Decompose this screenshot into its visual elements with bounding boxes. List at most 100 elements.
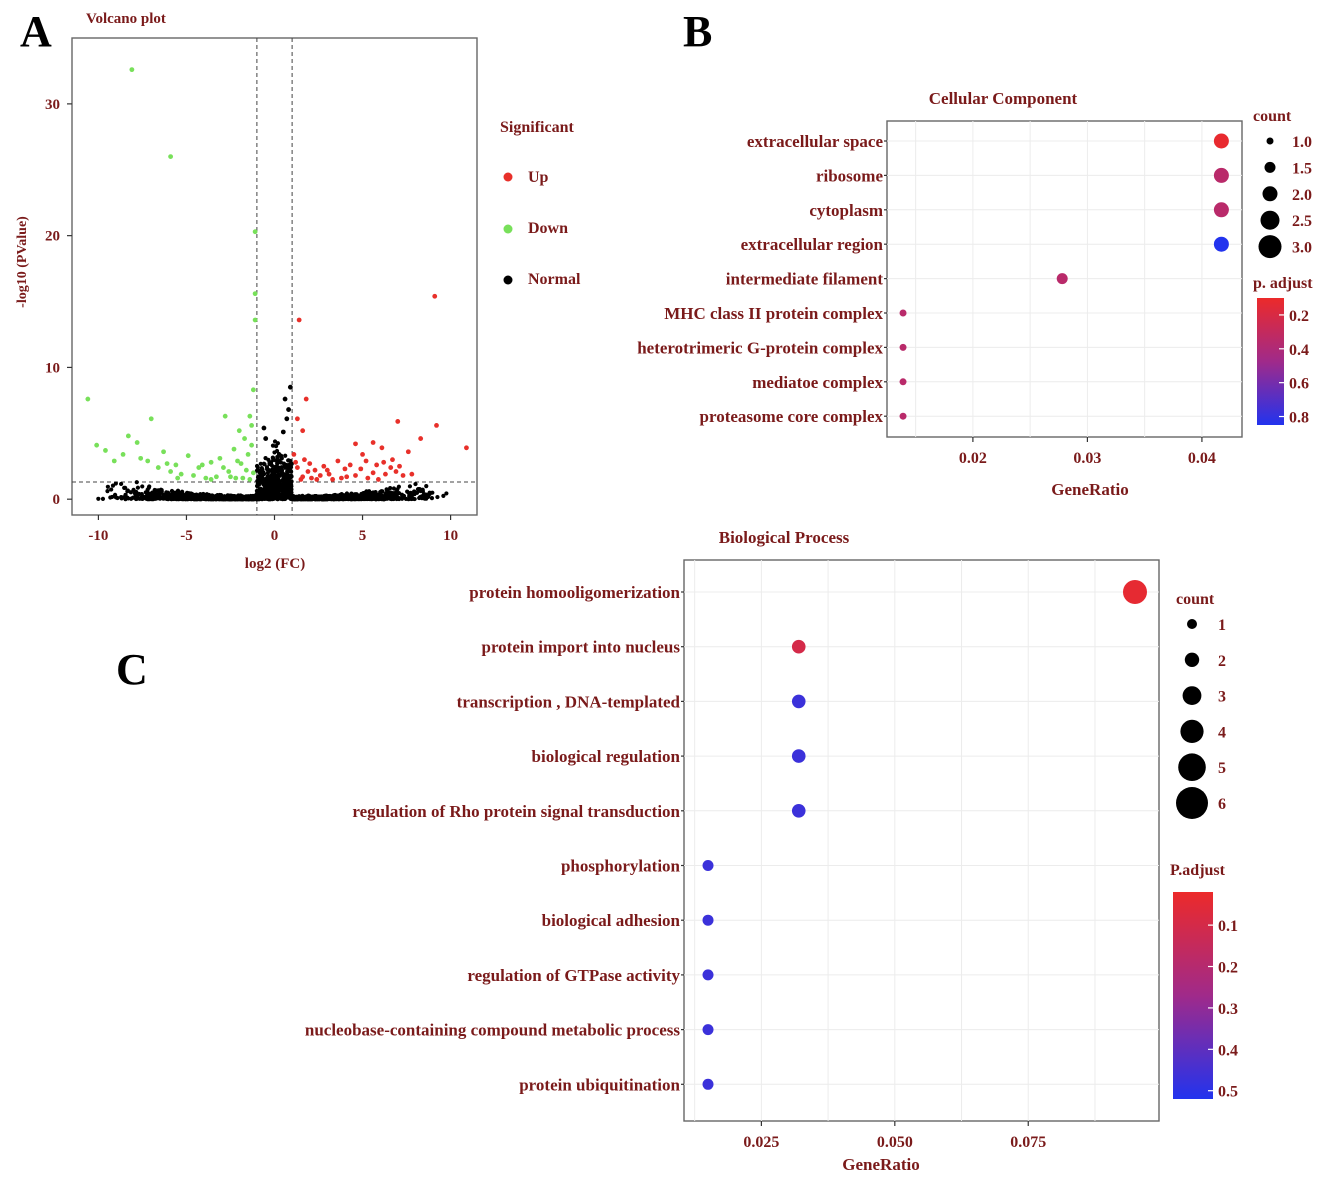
cc-category-label: cytoplasm xyxy=(809,201,883,220)
volcano-point-down xyxy=(168,154,174,159)
cc-title: Cellular Component xyxy=(929,89,1078,108)
volcano-point-normal xyxy=(397,496,402,502)
volcano-point-down xyxy=(247,413,253,419)
bp-size-legend-dot xyxy=(1182,686,1202,705)
volcano-point-up xyxy=(300,428,306,434)
volcano-point-normal xyxy=(265,481,270,486)
volcano-point-normal xyxy=(121,495,126,500)
volcano-point-normal xyxy=(396,484,401,489)
volcano-point-normal xyxy=(128,490,134,495)
cc-point-extracellular-region xyxy=(1213,236,1229,252)
volcano-x-tick-label: 0 xyxy=(271,528,279,544)
volcano-point-normal xyxy=(353,493,358,498)
volcano-point-down xyxy=(125,433,131,439)
volcano-point-down xyxy=(138,455,144,461)
volcano-point-up xyxy=(296,317,302,323)
volcano-point-up xyxy=(383,471,388,477)
volcano-point-normal xyxy=(270,455,275,460)
volcano-x-tick-label: 10 xyxy=(443,528,458,544)
volcano-point-up xyxy=(381,459,387,465)
volcano-point-up xyxy=(370,470,376,476)
volcano-point-normal xyxy=(264,477,269,482)
volcano-point-normal xyxy=(146,491,151,496)
volcano-point-normal xyxy=(287,384,293,390)
volcano-point-up xyxy=(390,457,395,463)
volcano-y-tick-label: 0 xyxy=(53,492,61,508)
volcano-point-normal xyxy=(108,495,113,500)
bp-category-label: phosphorylation xyxy=(561,857,681,876)
bp-size-legend-label: 2 xyxy=(1218,653,1226,670)
legend-down-marker xyxy=(503,224,513,234)
volcano-point-down xyxy=(252,291,258,297)
cc-color-legend-title: p. adjust xyxy=(1253,275,1313,292)
bp-point-protein-ubiquitination xyxy=(702,1078,714,1090)
volcano-point-up xyxy=(303,396,309,402)
bp-colorbar-label: 0.4 xyxy=(1218,1042,1238,1059)
cc-point-intermediate-filament xyxy=(1056,273,1068,285)
cc-size-legend-label: 1.0 xyxy=(1292,134,1312,151)
volcano-point-normal xyxy=(261,495,266,501)
volcano-point-up xyxy=(294,416,300,422)
volcano-point-up xyxy=(363,458,369,464)
volcano-point-normal xyxy=(156,495,162,500)
volcano-point-up xyxy=(353,441,358,447)
bp-title: Biological Process xyxy=(719,528,850,547)
volcano-point-normal xyxy=(405,489,410,494)
volcano-point-normal xyxy=(259,465,264,471)
volcano-point-normal xyxy=(269,476,275,482)
volcano-point-normal xyxy=(174,494,179,499)
volcano-point-normal xyxy=(168,494,173,499)
cc-point-ribosome xyxy=(1213,167,1229,183)
volcano-point-up xyxy=(405,449,411,455)
volcano-point-down xyxy=(208,459,214,465)
volcano-point-normal xyxy=(125,488,130,493)
volcano-point-normal xyxy=(286,458,291,463)
volcano-point-up xyxy=(418,436,424,441)
volcano-y-label: -log10 (PValue) xyxy=(15,216,30,308)
cc-size-legend-dot xyxy=(1264,161,1276,173)
volcano-point-down xyxy=(250,470,256,476)
volcano-point-normal xyxy=(391,496,396,502)
volcano-point-down xyxy=(252,229,258,235)
volcano-point-normal xyxy=(313,496,318,501)
volcano-point-normal xyxy=(261,470,266,475)
volcano-point-normal xyxy=(421,492,426,497)
cc-x-tick-label: 0.02 xyxy=(959,450,987,467)
volcano-point-normal xyxy=(284,416,290,422)
volcano-point-down xyxy=(226,469,232,474)
volcano-point-up xyxy=(312,467,318,473)
volcano-point-normal xyxy=(154,488,159,493)
volcano-point-normal xyxy=(262,462,267,467)
volcano-point-normal xyxy=(373,497,378,502)
volcano-point-up xyxy=(321,463,327,469)
volcano-point-normal xyxy=(282,482,288,487)
volcano-point-down xyxy=(233,475,239,481)
volcano-y-tick-label: 10 xyxy=(45,360,60,376)
volcano-point-up xyxy=(317,473,323,478)
volcano-point-down xyxy=(168,469,174,474)
volcano-point-normal xyxy=(105,489,110,494)
bp-size-legend-label: 3 xyxy=(1218,689,1226,706)
volcano-point-down xyxy=(208,477,214,482)
bp-colorbar-label: 0.5 xyxy=(1218,1084,1238,1101)
volcano-point-normal xyxy=(252,495,257,501)
volcano-point-normal xyxy=(235,497,240,502)
bp-colorbar-label: 0.1 xyxy=(1218,918,1238,935)
volcano-point-up xyxy=(360,451,365,457)
volcano-point-normal xyxy=(388,486,393,491)
volcano-point-normal xyxy=(427,491,432,497)
cellular-component-plot: Cellular Component extracellular space ri… xyxy=(637,89,1313,499)
volcano-point-normal xyxy=(282,396,288,402)
volcano-point-normal xyxy=(282,472,287,477)
volcano-point-normal xyxy=(216,493,221,498)
cc-colorbar-label: 0.4 xyxy=(1289,342,1309,359)
bp-x-label: GeneRatio xyxy=(842,1155,919,1174)
volcano-point-normal xyxy=(275,454,280,460)
volcano-point-normal xyxy=(378,495,383,500)
volcano-point-normal xyxy=(444,491,449,496)
volcano-point-normal xyxy=(276,451,282,457)
bp-colorbar xyxy=(1173,892,1213,1099)
volcano-point-down xyxy=(231,446,237,452)
cc-category-label: proteasome core complex xyxy=(700,407,884,426)
bp-category-label: protein homooligomerization xyxy=(469,583,680,602)
